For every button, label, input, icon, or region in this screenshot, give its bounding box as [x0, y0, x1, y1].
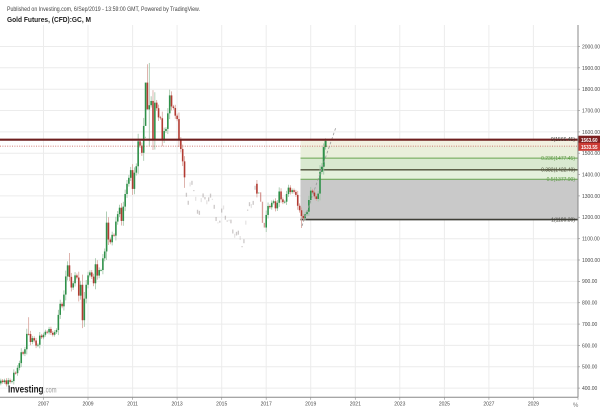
svg-text:2021: 2021	[350, 402, 361, 408]
svg-text:2007: 2007	[38, 402, 49, 408]
svg-text:1700.00: 1700.00	[582, 109, 600, 115]
svg-text:2025: 2025	[439, 402, 450, 408]
svg-text:0.382(1422.40): 0.382(1422.40)	[541, 168, 575, 174]
svg-text:0(1566.45): 0(1566.45)	[551, 137, 576, 143]
svg-text:1200.00: 1200.00	[582, 215, 600, 221]
svg-text:700.00: 700.00	[582, 322, 598, 328]
svg-text:2011: 2011	[127, 402, 138, 408]
svg-text:1400.00: 1400.00	[582, 173, 600, 179]
svg-text:0.236(1477.45): 0.236(1477.45)	[541, 156, 575, 162]
svg-text:2029: 2029	[528, 402, 539, 408]
svg-text:1100.00: 1100.00	[582, 237, 600, 243]
svg-text:2009: 2009	[82, 402, 93, 408]
svg-text:1600.00: 1600.00	[582, 130, 600, 136]
svg-text:500.00: 500.00	[582, 365, 598, 371]
svg-text:%: %	[573, 403, 579, 409]
svg-text:1000.00: 1000.00	[582, 258, 600, 264]
svg-text:2000.00: 2000.00	[582, 44, 600, 50]
svg-text:Investing: Investing	[8, 385, 44, 396]
svg-text:1500.00: 1500.00	[582, 151, 600, 157]
svg-text:1900.00: 1900.00	[582, 66, 600, 72]
svg-text:1533.55: 1533.55	[581, 145, 598, 151]
svg-text:2019: 2019	[305, 402, 316, 408]
svg-text:900.00: 900.00	[582, 279, 598, 285]
svg-text:1(1189.30): 1(1189.30)	[551, 217, 575, 223]
svg-text:600.00: 600.00	[582, 343, 598, 349]
svg-text:2015: 2015	[216, 402, 227, 408]
svg-text:1300.00: 1300.00	[582, 194, 600, 200]
svg-text:Published on Investing.com, 6/: Published on Investing.com, 6/Sep/2019 -…	[7, 6, 200, 13]
svg-text:800.00: 800.00	[582, 301, 598, 307]
svg-text:400.00: 400.00	[582, 386, 598, 392]
svg-text:2017: 2017	[261, 402, 272, 408]
svg-text:0.5(1377.90): 0.5(1377.90)	[547, 177, 576, 183]
svg-text:2023: 2023	[394, 402, 405, 408]
svg-text:.com: .com	[44, 385, 57, 395]
svg-text:Gold Futures, (CFD):GC, M: Gold Futures, (CFD):GC, M	[7, 17, 91, 24]
svg-text:2027: 2027	[483, 402, 494, 408]
svg-text:1800.00: 1800.00	[582, 87, 600, 93]
svg-text:2013: 2013	[172, 402, 183, 408]
